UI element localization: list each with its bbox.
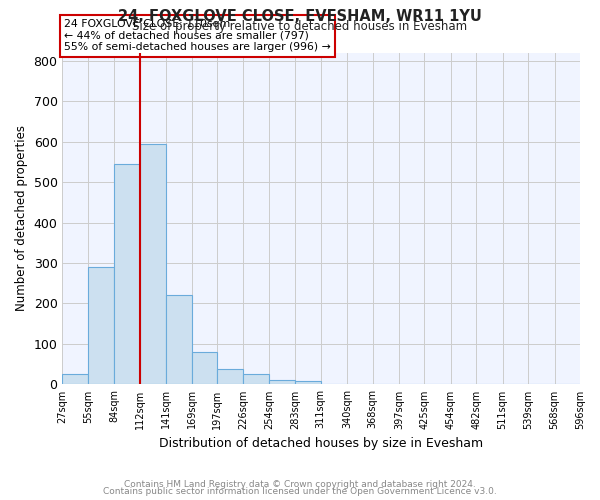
Bar	[140, 144, 166, 384]
Bar	[244, 374, 269, 384]
Bar	[269, 380, 295, 384]
Text: 24 FOXGLOVE CLOSE: 110sqm
← 44% of detached houses are smaller (797)
55% of semi: 24 FOXGLOVE CLOSE: 110sqm ← 44% of detac…	[64, 20, 331, 52]
Text: 24, FOXGLOVE CLOSE, EVESHAM, WR11 1YU: 24, FOXGLOVE CLOSE, EVESHAM, WR11 1YU	[118, 9, 482, 24]
Bar	[62, 374, 88, 384]
Bar	[166, 294, 191, 384]
X-axis label: Distribution of detached houses by size in Evesham: Distribution of detached houses by size …	[159, 437, 483, 450]
Bar	[191, 352, 217, 384]
Bar	[217, 369, 244, 384]
Y-axis label: Number of detached properties: Number of detached properties	[15, 126, 28, 312]
Bar	[88, 267, 114, 384]
Text: Size of property relative to detached houses in Evesham: Size of property relative to detached ho…	[133, 20, 467, 33]
Text: Contains HM Land Registry data © Crown copyright and database right 2024.: Contains HM Land Registry data © Crown c…	[124, 480, 476, 489]
Bar	[295, 381, 321, 384]
Text: Contains public sector information licensed under the Open Government Licence v3: Contains public sector information licen…	[103, 487, 497, 496]
Bar	[114, 164, 140, 384]
